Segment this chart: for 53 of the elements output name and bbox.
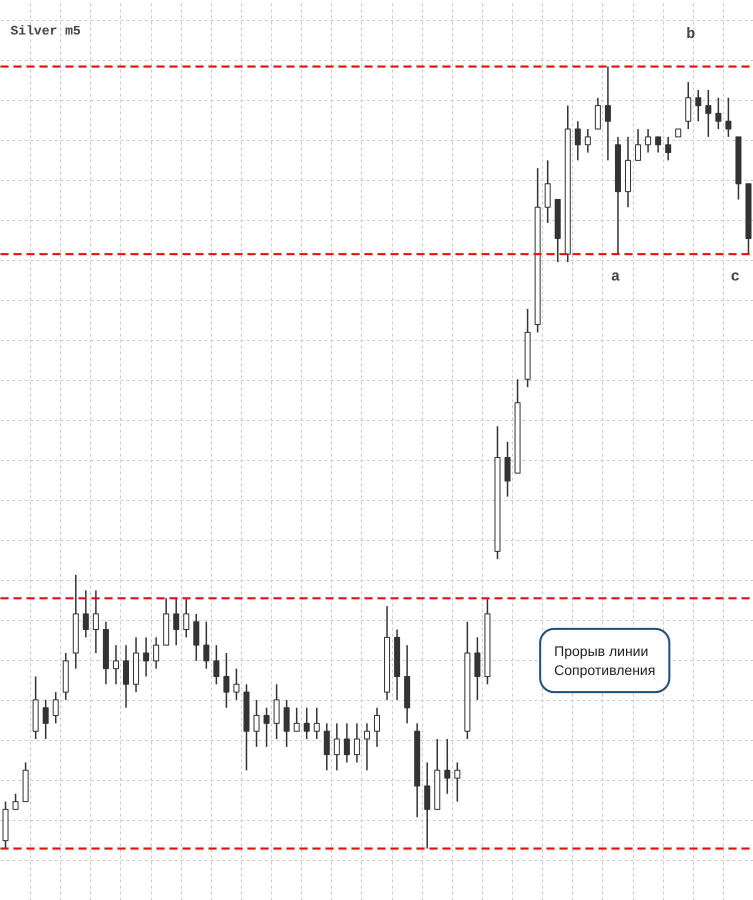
candlestick	[193, 613, 200, 662]
candlestick	[574, 120, 581, 162]
candlestick	[213, 644, 220, 686]
candlestick	[695, 89, 702, 122]
candlestick	[294, 706, 300, 732]
candlestick	[424, 762, 430, 850]
candlestick	[12, 793, 19, 810]
candlestick	[725, 97, 732, 138]
candlestick	[264, 706, 270, 748]
candlestick	[374, 706, 380, 748]
candlestick	[314, 706, 320, 740]
candlestick	[655, 136, 662, 154]
candlestick	[112, 644, 119, 686]
candlestick	[665, 136, 672, 162]
candlestick	[544, 160, 551, 224]
candlestick	[454, 762, 460, 802]
candlestick	[594, 97, 601, 130]
candlestick	[304, 706, 310, 740]
candlestick	[705, 89, 712, 138]
candlestick	[52, 691, 59, 724]
chart-title: Silver m5	[10, 24, 81, 38]
candlestick	[203, 620, 210, 670]
candlestick	[584, 128, 591, 154]
candlestick	[334, 722, 340, 772]
candlestick	[143, 636, 150, 678]
annotation: Прорыв линии Сопротивления	[554, 642, 656, 678]
candlestick	[122, 644, 130, 708]
candlestick	[183, 598, 190, 638]
candlestick	[173, 598, 180, 646]
candlestick	[504, 441, 511, 498]
candlestick	[645, 128, 652, 154]
candlestick	[284, 699, 290, 748]
candlestick	[42, 699, 49, 740]
candlestick	[82, 590, 89, 638]
candlestick	[444, 738, 450, 795]
candlestick	[223, 652, 230, 708]
candlestick	[344, 722, 350, 764]
candlestick	[604, 66, 611, 162]
candlestick	[354, 722, 360, 764]
candlestick	[274, 684, 280, 740]
candlestick	[685, 81, 692, 130]
candlestick	[715, 97, 722, 130]
candlestick	[635, 128, 642, 162]
candlestick	[153, 636, 160, 670]
text: b	[686, 26, 696, 44]
candlestick	[233, 668, 240, 701]
annotation: c	[730, 268, 740, 286]
candlestick	[364, 722, 370, 772]
candlestick	[92, 590, 99, 654]
candlestick	[474, 636, 480, 701]
candlestick	[324, 722, 330, 772]
annotation: a	[610, 268, 620, 286]
candlestick	[254, 699, 260, 748]
